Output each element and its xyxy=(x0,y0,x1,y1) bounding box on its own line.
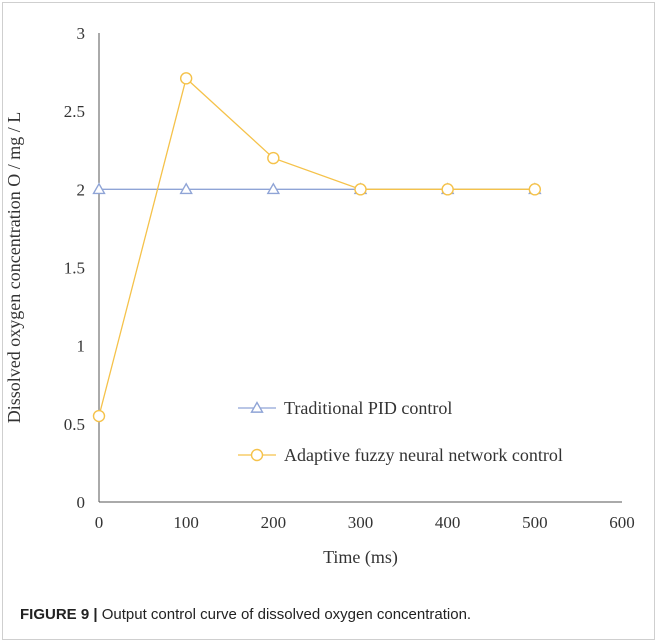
series-line xyxy=(98,77,535,417)
line-chart: 0 0.5 1 1.5 2 2.5 3 0 100 200 300 400 500 600 Time (… xyxy=(4,24,635,568)
x-tick-labels: 0 100 200 300 400 500 600 xyxy=(95,513,635,532)
x-axis-title: Time (ms) xyxy=(323,547,398,568)
data-point xyxy=(267,151,280,165)
data-point xyxy=(266,182,281,195)
y-tick-label: 1.5 xyxy=(64,259,85,278)
x-tick-label: 500 xyxy=(522,513,548,532)
legend-marker xyxy=(250,448,264,462)
legend-marker xyxy=(250,401,264,413)
y-tick-label: 3 xyxy=(77,24,86,43)
chart-series xyxy=(92,72,542,423)
data-point xyxy=(179,72,193,85)
legend-label: Adaptive fuzzy neural network control xyxy=(284,445,563,465)
figure-caption-text: Output control curve of dissolved oxygen… xyxy=(97,606,472,623)
legend-label: Traditional PID control xyxy=(284,398,452,418)
y-tick-label: 1 xyxy=(77,337,86,356)
y-tick-label: 2.5 xyxy=(64,102,85,121)
figure-caption: FIGURE 9 | Output control curve of disso… xyxy=(20,606,640,623)
data-point xyxy=(92,409,106,423)
data-point xyxy=(441,183,454,196)
y-tick-label: 0 xyxy=(77,493,86,512)
x-tick-label: 400 xyxy=(435,513,461,532)
y-axis-title: Dissolved oxygen concentration O / mg / … xyxy=(4,112,24,423)
data-point xyxy=(92,182,106,195)
chart-axes xyxy=(98,33,622,503)
x-tick-label: 100 xyxy=(173,513,199,532)
x-tick-label: 300 xyxy=(348,513,374,532)
x-tick-label: 200 xyxy=(261,513,287,532)
data-point xyxy=(354,183,367,196)
data-point xyxy=(179,182,193,195)
legend-item-2: Adaptive fuzzy neural network control xyxy=(238,445,563,465)
series-1 xyxy=(92,182,542,195)
y-tick-labels: 0 0.5 1 1.5 2 2.5 3 xyxy=(64,24,85,512)
series-2 xyxy=(92,72,542,423)
figure-caption-label: FIGURE 9 | xyxy=(20,606,98,623)
x-tick-label: 0 xyxy=(95,513,104,532)
data-point xyxy=(528,183,542,196)
y-tick-label: 2 xyxy=(77,180,86,199)
legend-item-1: Traditional PID control xyxy=(238,398,452,418)
chart-legend: Traditional PID control Adaptive fuzzy ne… xyxy=(238,398,563,465)
x-tick-label: 600 xyxy=(609,513,635,532)
y-tick-label: 0.5 xyxy=(64,415,85,434)
